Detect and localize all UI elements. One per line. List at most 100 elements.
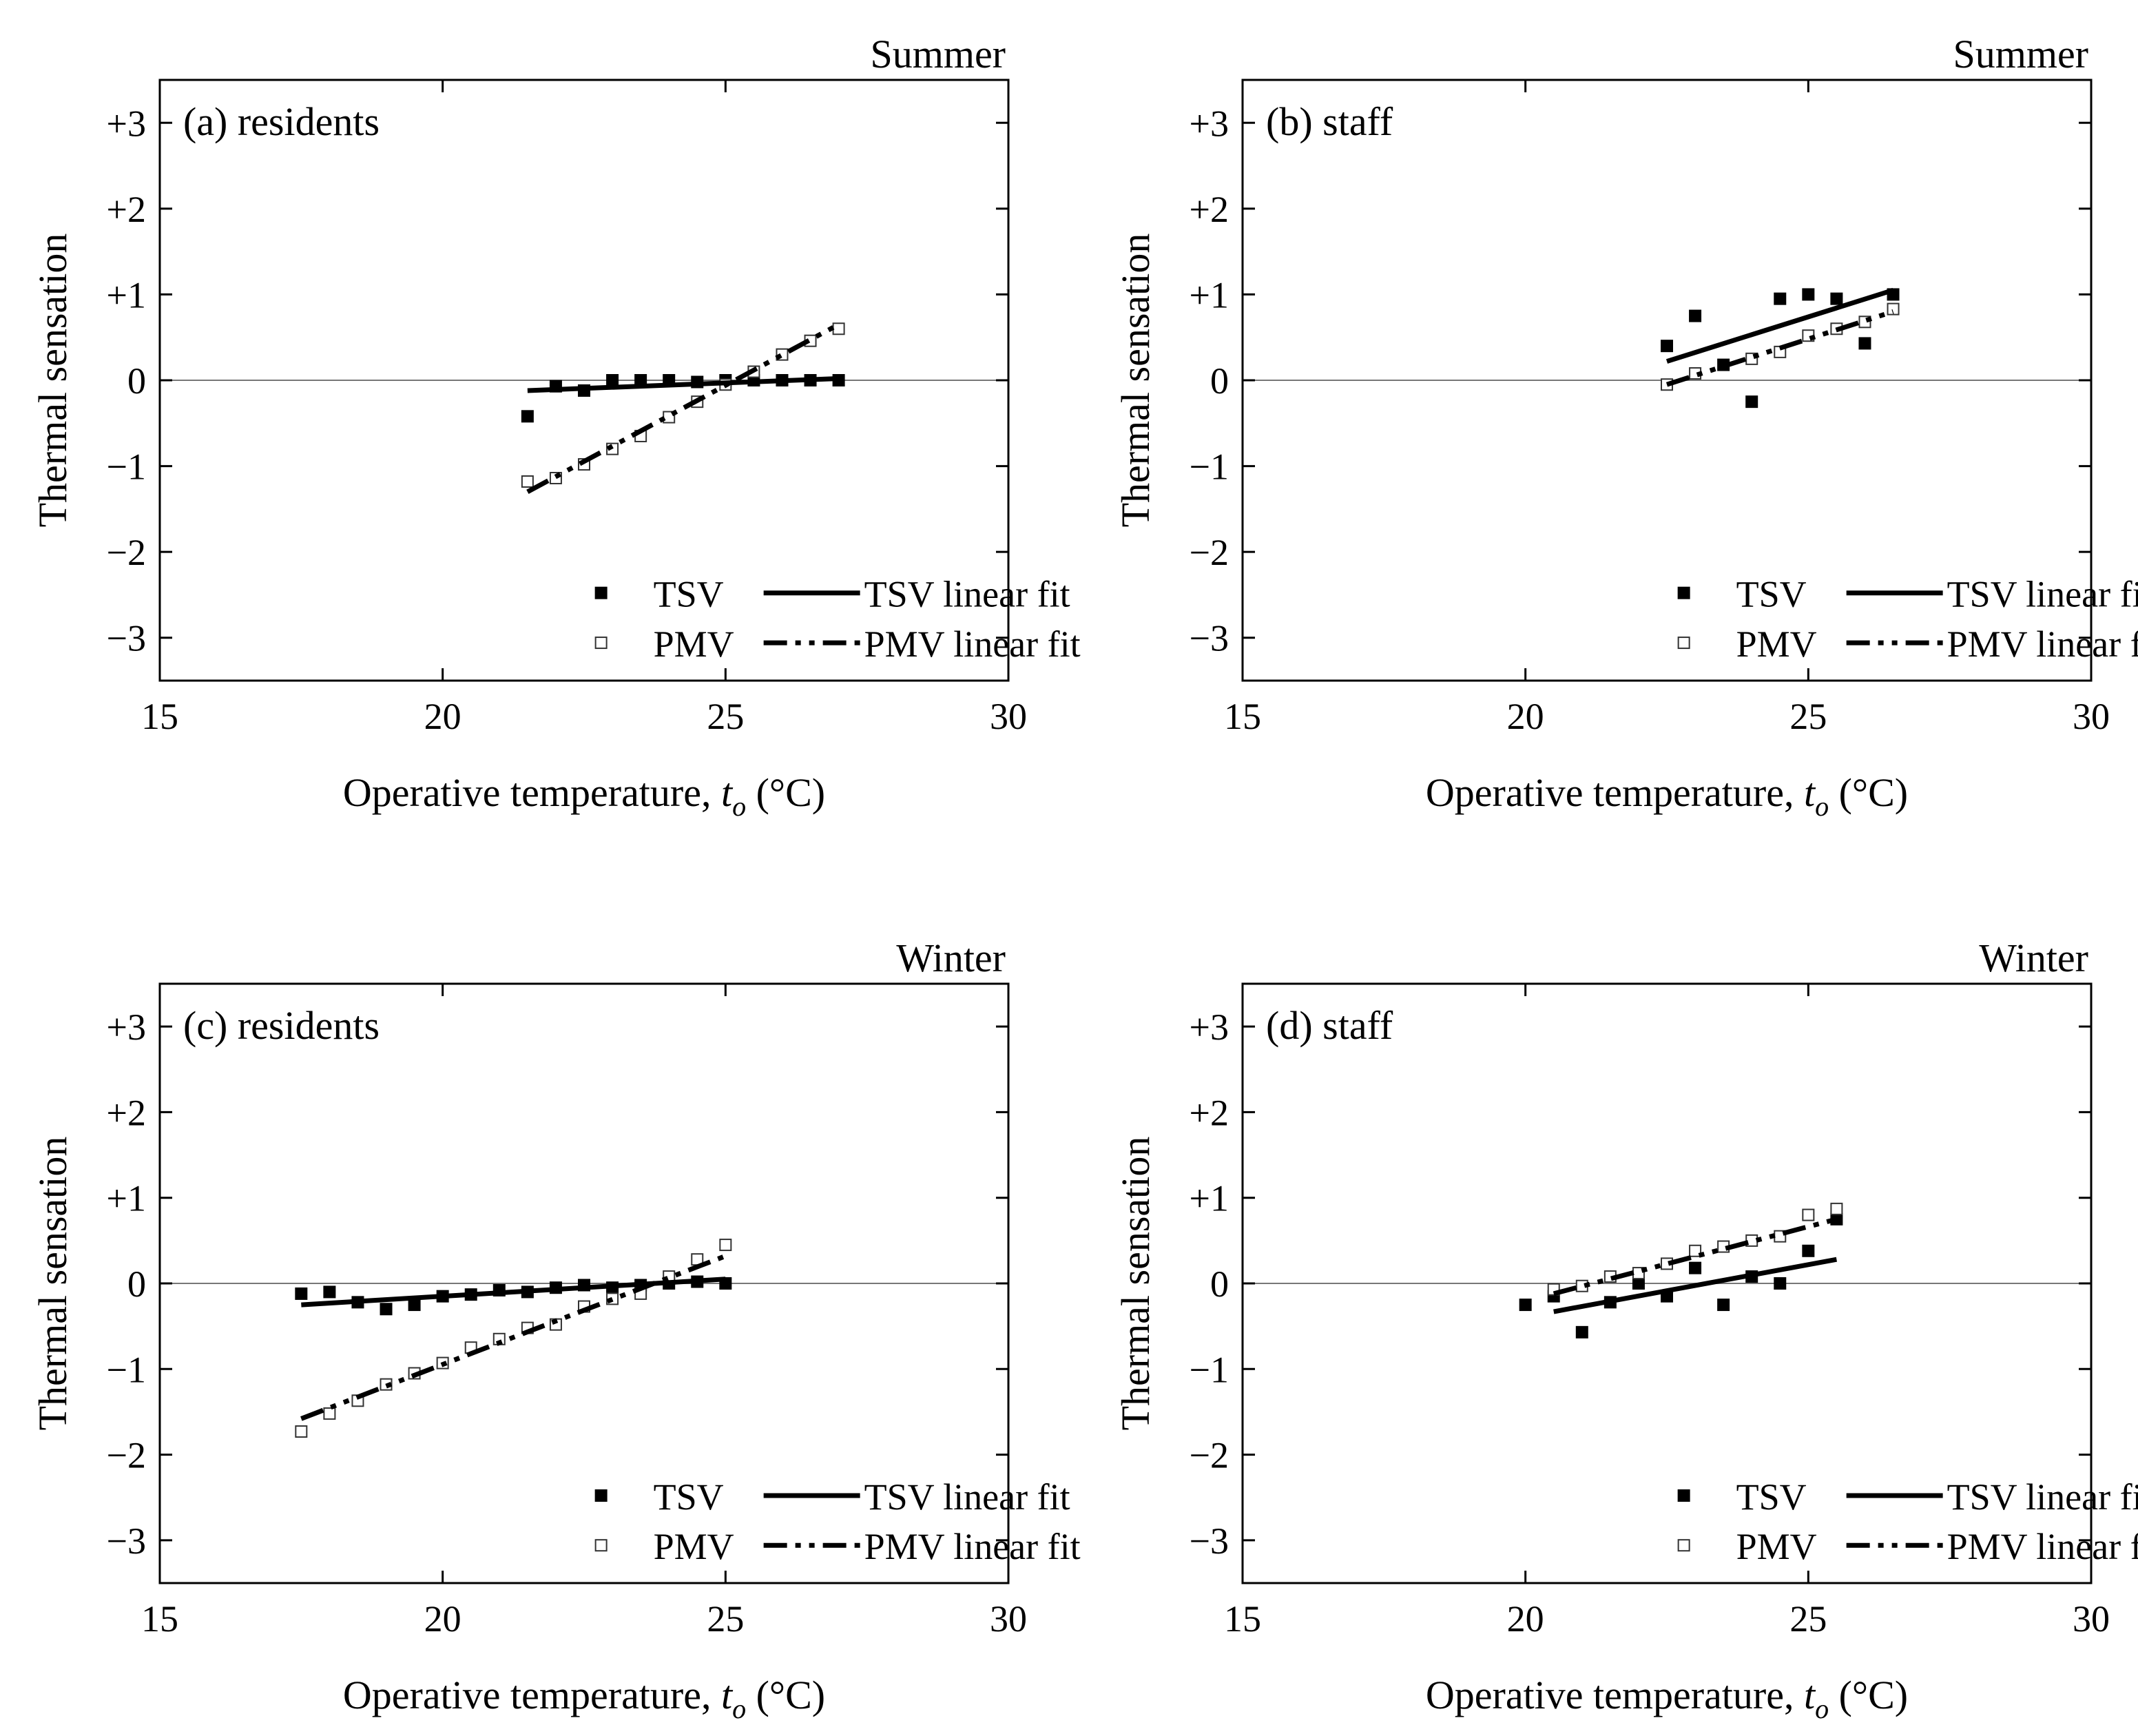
x-tick-label: 30 <box>2073 696 2110 737</box>
y-tick-label: +2 <box>1190 1092 1229 1133</box>
y-tick-label: +1 <box>1190 274 1229 316</box>
tsv-fit-line <box>527 376 839 393</box>
x-tick-label: 25 <box>707 1598 744 1640</box>
x-tick-label: 30 <box>990 1598 1027 1640</box>
y-tick-label: 0 <box>127 360 146 402</box>
y-axis-title: Thermal sensation <box>30 1137 75 1431</box>
x-axis-title-unit: (°C) <box>746 1673 825 1717</box>
x-tick-label: 25 <box>1789 1598 1827 1640</box>
tsv-point <box>1802 288 1815 301</box>
tsv-fit-line <box>1553 1257 1838 1314</box>
y-tick-label: −2 <box>1190 532 1229 573</box>
pmv-point <box>323 1407 336 1420</box>
pmv-fit-line <box>1553 1217 1838 1296</box>
y-tick-label: −1 <box>107 446 146 488</box>
legend-tsv-fit-label: TSV linear fit <box>1947 574 2138 615</box>
x-axis-title-subscript: o <box>1815 791 1829 822</box>
x-axis-title-main: Operative temperature, <box>343 1673 721 1717</box>
panel-label: (c) residents <box>183 1003 380 1048</box>
season-label: Winter <box>896 936 1006 980</box>
tsv-point <box>408 1299 421 1312</box>
pmv-point <box>1887 302 1900 316</box>
x-axis-title-unit: (°C) <box>746 770 825 815</box>
y-tick-label: +3 <box>107 103 146 144</box>
x-axis-title-variable: t <box>721 770 734 815</box>
y-tick-label: −2 <box>1190 1435 1229 1476</box>
tsv-point <box>323 1285 336 1299</box>
x-axis-title: Operative temperature, to (°C) <box>1426 1673 1908 1724</box>
tsv-point <box>521 410 534 423</box>
legend-tsv-label: TSV <box>654 1476 724 1518</box>
pmv-point <box>1830 1202 1843 1215</box>
pmv-point <box>1689 1244 1702 1257</box>
x-tick-label: 15 <box>1224 696 1261 737</box>
chart-panel-4: 15 20 25 30 +3 +2 +1 0 −1 −2 −3 Thermal sensation Op… <box>1113 936 2138 1724</box>
x-tick-label: 25 <box>707 696 744 737</box>
tsv-point <box>1774 1277 1787 1290</box>
x-axis-title: Operative temperature, to (°C) <box>343 1673 825 1724</box>
tsv-point <box>634 374 647 386</box>
x-axis-title-main: Operative temperature, <box>1426 770 1804 815</box>
tsv-point <box>380 1303 393 1316</box>
tsv-point <box>1689 1261 1702 1274</box>
legend-pmv-marker <box>1677 1539 1690 1552</box>
y-tick-label: +3 <box>1190 103 1229 144</box>
legend-pmv-fit-label: PMV linear fit <box>864 623 1081 665</box>
y-tick-label: −3 <box>1190 618 1229 659</box>
tsv-point <box>1858 337 1871 350</box>
y-tick-label: 0 <box>1210 1263 1229 1305</box>
x-axis-title-variable: t <box>1804 1673 1816 1717</box>
y-axis-title: Thermal sensation <box>1113 234 1158 528</box>
legend-pmv-label: PMV <box>1736 623 1817 665</box>
legend-pmv-label: PMV <box>654 1526 734 1567</box>
y-tick-label: +2 <box>1190 189 1229 230</box>
legend-tsv-fit-label: TSV linear fit <box>1947 1476 2138 1518</box>
y-axis-title: Thermal sensation <box>30 234 75 528</box>
pmv-point <box>521 475 534 488</box>
tsv-point <box>1575 1325 1588 1339</box>
legend-tsv-label: TSV <box>1736 1476 1807 1518</box>
tsv-point <box>295 1287 308 1300</box>
y-tick-label: +1 <box>107 1178 146 1219</box>
x-axis-title-main: Operative temperature, <box>1426 1673 1804 1717</box>
tsv-point <box>1689 309 1702 322</box>
y-tick-label: +3 <box>107 1006 146 1048</box>
legend-pmv-label: PMV <box>1736 1526 1817 1567</box>
panel-label: (b) staff <box>1266 99 1393 144</box>
x-axis-title-variable: t <box>1804 770 1816 815</box>
y-tick-label: −1 <box>1190 1349 1229 1390</box>
pmv-point <box>832 322 845 335</box>
season-label: Summer <box>870 32 1006 76</box>
x-tick-label: 25 <box>1789 696 1827 737</box>
y-tick-label: −2 <box>107 532 146 573</box>
x-axis-title-unit: (°C) <box>1829 770 1908 815</box>
legend-tsv-fit-label: TSV linear fit <box>864 574 1070 615</box>
panel-label: (d) staff <box>1266 1003 1393 1048</box>
legend-tsv-label: TSV <box>654 574 724 615</box>
x-tick-label: 20 <box>424 696 461 737</box>
legend-pmv-marker <box>1677 637 1690 650</box>
x-axis-title-subscript: o <box>732 1693 746 1724</box>
x-tick-label: 20 <box>1507 696 1544 737</box>
legend-pmv-marker <box>594 1539 608 1552</box>
legend-tsv-marker <box>594 1489 608 1502</box>
season-label: Summer <box>1953 32 2088 76</box>
season-label: Winter <box>1979 936 2088 980</box>
legend-pmv-marker <box>594 637 608 650</box>
x-tick-label: 30 <box>2073 1598 2110 1640</box>
legend-pmv-label: PMV <box>654 623 734 665</box>
y-tick-label: 0 <box>127 1263 146 1305</box>
x-tick-label: 20 <box>1507 1598 1544 1640</box>
x-axis-title-variable: t <box>721 1673 734 1717</box>
legend-tsv-marker <box>1677 1489 1690 1502</box>
tsv-point <box>1717 1299 1730 1312</box>
y-tick-label: 0 <box>1210 360 1229 402</box>
x-axis-title-unit: (°C) <box>1829 1673 1908 1717</box>
x-axis-title: Operative temperature, to (°C) <box>1426 770 1908 822</box>
legend-tsv-marker <box>1677 586 1690 599</box>
chart-panel-1: 15 20 25 30 +3 +2 +1 0 −1 −2 −3 Thermal sensation Op… <box>30 32 1081 822</box>
y-tick-label: +1 <box>1190 1178 1229 1219</box>
legend-pmv-fit-label: PMV linear fit <box>864 1526 1081 1567</box>
legend-pmv-fit-label: PMV linear fit <box>1947 623 2138 665</box>
